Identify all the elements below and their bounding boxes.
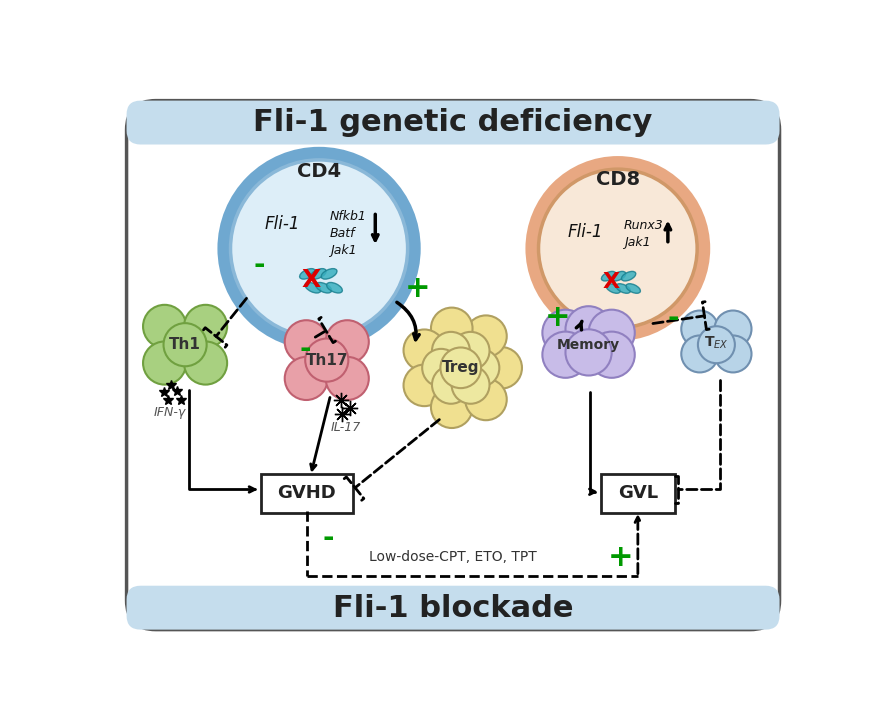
Circle shape bbox=[543, 332, 589, 378]
Circle shape bbox=[480, 347, 522, 388]
Circle shape bbox=[697, 326, 735, 363]
Text: Fli-1 genetic deficiency: Fli-1 genetic deficiency bbox=[254, 108, 652, 137]
Circle shape bbox=[543, 309, 589, 356]
Text: Fli-1: Fli-1 bbox=[568, 223, 603, 241]
Circle shape bbox=[423, 349, 460, 387]
Text: IL-17: IL-17 bbox=[331, 421, 362, 434]
Circle shape bbox=[143, 305, 187, 348]
Circle shape bbox=[231, 160, 408, 337]
Text: +: + bbox=[545, 303, 570, 333]
Ellipse shape bbox=[300, 269, 316, 279]
Ellipse shape bbox=[321, 269, 337, 279]
Text: X: X bbox=[602, 272, 620, 291]
Ellipse shape bbox=[601, 271, 616, 281]
Circle shape bbox=[452, 332, 490, 369]
Text: +: + bbox=[405, 274, 431, 303]
Text: -: - bbox=[323, 524, 334, 552]
Text: Memory: Memory bbox=[557, 338, 621, 353]
Circle shape bbox=[682, 310, 718, 348]
Circle shape bbox=[566, 329, 612, 375]
Circle shape bbox=[682, 335, 718, 372]
Circle shape bbox=[440, 348, 481, 388]
Text: GVHD: GVHD bbox=[278, 484, 336, 502]
Circle shape bbox=[461, 349, 499, 387]
Text: Th17: Th17 bbox=[306, 353, 348, 367]
Ellipse shape bbox=[316, 283, 332, 293]
Text: IFN-γ: IFN-γ bbox=[154, 406, 186, 419]
Circle shape bbox=[452, 366, 490, 403]
Ellipse shape bbox=[326, 283, 342, 293]
Text: CD8: CD8 bbox=[596, 170, 640, 189]
Text: Nfkb1
Batf
Jak1: Nfkb1 Batf Jak1 bbox=[330, 210, 367, 257]
Circle shape bbox=[184, 305, 227, 348]
Circle shape bbox=[589, 309, 635, 356]
Circle shape bbox=[164, 323, 207, 367]
Ellipse shape bbox=[310, 269, 326, 279]
FancyBboxPatch shape bbox=[601, 474, 674, 513]
Ellipse shape bbox=[612, 271, 626, 281]
Ellipse shape bbox=[606, 283, 621, 294]
Circle shape bbox=[465, 315, 507, 357]
Text: T$_{EX}$: T$_{EX}$ bbox=[704, 334, 728, 351]
Ellipse shape bbox=[621, 271, 636, 281]
Circle shape bbox=[325, 320, 369, 364]
Text: X: X bbox=[301, 268, 321, 292]
Ellipse shape bbox=[626, 283, 640, 294]
Circle shape bbox=[538, 169, 697, 328]
Circle shape bbox=[525, 156, 710, 341]
Circle shape bbox=[589, 332, 635, 378]
Circle shape bbox=[305, 338, 348, 382]
Circle shape bbox=[566, 307, 612, 352]
Circle shape bbox=[432, 332, 470, 369]
Circle shape bbox=[325, 357, 369, 400]
Ellipse shape bbox=[616, 283, 630, 294]
FancyBboxPatch shape bbox=[126, 100, 780, 630]
Circle shape bbox=[432, 366, 470, 403]
Text: Low-dose-CPT, ETO, TPT: Low-dose-CPT, ETO, TPT bbox=[370, 550, 537, 564]
Circle shape bbox=[217, 147, 421, 350]
Circle shape bbox=[465, 379, 507, 420]
Ellipse shape bbox=[305, 283, 321, 293]
Text: Fli-1: Fli-1 bbox=[264, 215, 300, 233]
Circle shape bbox=[184, 341, 227, 385]
Circle shape bbox=[714, 310, 751, 348]
Text: GVL: GVL bbox=[618, 484, 658, 502]
Circle shape bbox=[285, 320, 328, 364]
Text: -: - bbox=[667, 304, 679, 332]
FancyBboxPatch shape bbox=[261, 474, 353, 513]
Circle shape bbox=[143, 341, 187, 385]
Circle shape bbox=[431, 386, 473, 428]
Text: Runx3
Jak1: Runx3 Jak1 bbox=[624, 219, 664, 249]
Circle shape bbox=[403, 330, 446, 371]
Text: CD4: CD4 bbox=[297, 162, 341, 181]
Text: -: - bbox=[300, 335, 311, 362]
Circle shape bbox=[285, 357, 328, 400]
Text: Fli-1 blockade: Fli-1 blockade bbox=[332, 594, 574, 623]
Text: Th1: Th1 bbox=[169, 337, 201, 352]
FancyBboxPatch shape bbox=[126, 586, 780, 630]
Circle shape bbox=[714, 335, 751, 372]
Text: -: - bbox=[253, 252, 265, 279]
Circle shape bbox=[431, 307, 473, 349]
FancyBboxPatch shape bbox=[126, 100, 780, 145]
Circle shape bbox=[403, 364, 446, 406]
Text: Treg: Treg bbox=[442, 360, 479, 375]
Text: +: + bbox=[608, 543, 634, 572]
